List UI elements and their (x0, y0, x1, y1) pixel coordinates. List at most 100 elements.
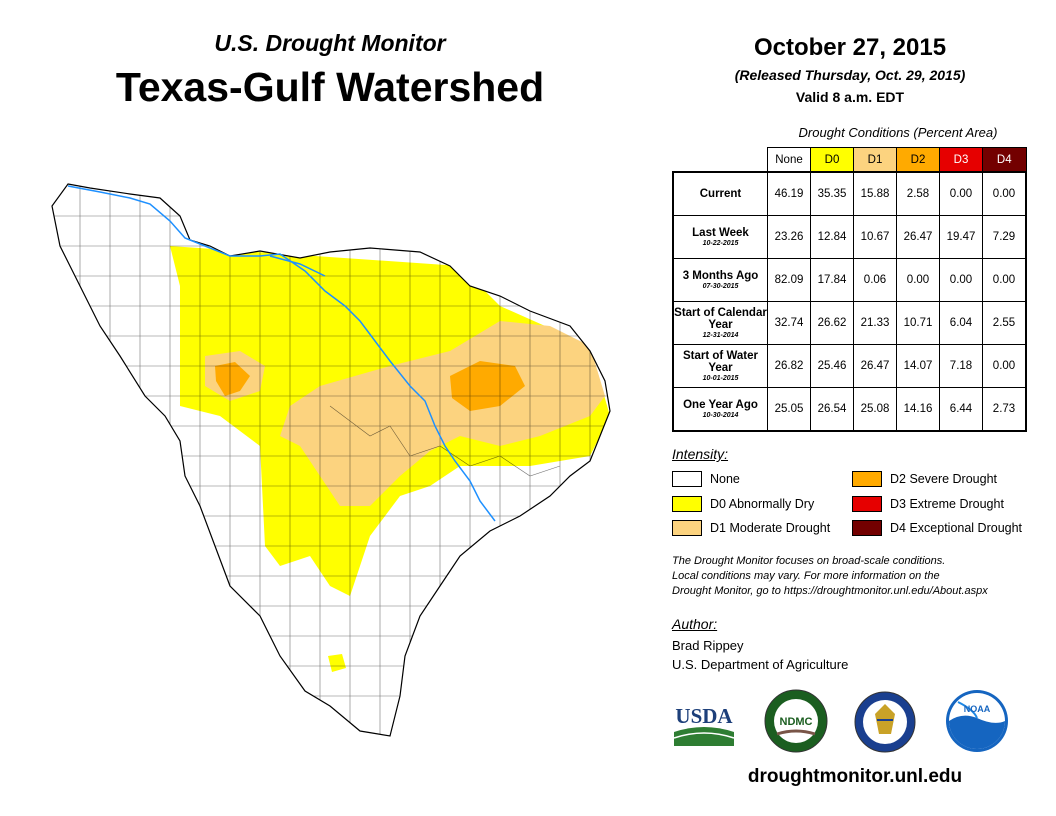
legend-swatch (852, 520, 882, 536)
table-cell: 26.82 (767, 344, 811, 388)
table-cell: 6.44 (939, 387, 983, 432)
legend-swatch (852, 471, 882, 487)
row-date: 12-31-2014 (702, 331, 739, 339)
table-cell: 2.55 (982, 301, 1027, 345)
row-label: Start of Calendar Year 12-31-2014 (672, 301, 768, 345)
legend-label: D2 Severe Drought (890, 472, 998, 486)
table-cell: 17.84 (810, 258, 854, 302)
row-label-text: Current (699, 188, 742, 200)
table-cell: 26.54 (810, 387, 854, 432)
note-line: Local conditions may vary. For more info… (672, 570, 940, 582)
table-cell: 2.58 (896, 171, 940, 216)
table-row: Current 46.19 35.35 15.88 2.58 0.00 0.00 (672, 171, 1027, 216)
legend-label: D1 Moderate Drought (710, 521, 831, 535)
note-line: The Drought Monitor focuses on broad-sca… (672, 555, 946, 567)
table-cell: 0.00 (982, 258, 1027, 302)
table-row: One Year Ago 10-30-2014 25.05 26.54 25.08 14.… (672, 387, 1027, 432)
table-cell: 12.84 (810, 215, 854, 259)
legend-title: Intensity: (672, 446, 729, 462)
legend-item-d1: D1 Moderate Drought (672, 520, 830, 536)
map-title: Texas-Gulf Watershed (115, 64, 545, 110)
usda-logo: USDA (673, 704, 735, 746)
col-header-d0: D0 (810, 147, 854, 173)
row-date: 10-30-2014 (702, 411, 739, 419)
watershed-map (51, 183, 611, 737)
drought-conditions-table: None D0 D1 D2 D3 D4 Current 46.19 35.35 15.… (672, 147, 1027, 432)
table-cell: 23.26 (767, 215, 811, 259)
note-line: Drought Monitor, go to https://droughtmo… (672, 585, 988, 597)
website-link[interactable]: droughtmonitor.unl.edu (747, 766, 963, 787)
legend-item-d2: D2 Severe Drought (852, 471, 997, 487)
table-row: Start of Water Year 10-01-2015 26.82 25.46 2… (672, 344, 1027, 388)
map-date: October 27, 2015 (753, 34, 947, 61)
legend-item-d4: D4 Exceptional Drought (852, 520, 1022, 536)
table-cell: 7.18 (939, 344, 983, 388)
row-label: Start of Water Year 10-01-2015 (672, 344, 768, 388)
watershed-outline (51, 183, 611, 737)
table-row: Start of Calendar Year 12-31-2014 32.74 26.… (672, 301, 1027, 345)
legend-swatch (672, 471, 702, 487)
legend-label: D0 Abnormally Dry (710, 497, 815, 511)
table-cell: 25.05 (767, 387, 811, 432)
author-name: Brad Rippey (672, 638, 744, 653)
table-cell: 7.29 (982, 215, 1027, 259)
table-caption: Drought Conditions (Percent Area) (798, 125, 998, 140)
col-header-d2: D2 (896, 147, 940, 173)
row-label: 3 Months Ago 07-30-2015 (672, 258, 768, 302)
row-date: 07-30-2015 (702, 282, 739, 290)
table-cell: 25.46 (810, 344, 854, 388)
valid-time: Valid 8 a.m. EDT (795, 89, 905, 105)
row-label-text: One Year Ago (683, 398, 758, 411)
ndmc-logo: NDMC (764, 689, 828, 753)
table-cell: 14.16 (896, 387, 940, 432)
col-header-d4: D4 (982, 147, 1027, 173)
table-cell: 26.62 (810, 301, 854, 345)
row-label: One Year Ago 10-30-2014 (672, 387, 768, 432)
table-cell: 46.19 (767, 171, 811, 216)
table-cell: 25.08 (853, 387, 897, 432)
legend-swatch (672, 496, 702, 512)
row-label: Last Week 10-22-2015 (672, 215, 768, 259)
table-cell: 82.09 (767, 258, 811, 302)
table-cell: 10.71 (896, 301, 940, 345)
row-label-text: Last Week (692, 226, 749, 239)
table-row: Last Week 10-22-2015 23.26 12.84 10.67 26.47 1… (672, 215, 1027, 259)
col-header-d3: D3 (939, 147, 983, 173)
table-cell: 0.00 (939, 171, 983, 216)
legend-swatch (672, 520, 702, 536)
map-subtitle: U.S. Drought Monitor (214, 30, 446, 56)
author-org: U.S. Department of Agriculture (672, 657, 849, 672)
table-cell: 15.88 (853, 171, 897, 216)
row-date: 10-01-2015 (702, 374, 739, 382)
table-row: 3 Months Ago 07-30-2015 82.09 17.84 0.06 0.00… (672, 258, 1027, 302)
rivers (67, 185, 496, 522)
table-cell: 2.73 (982, 387, 1027, 432)
release-date: (Released Thursday, Oct. 29, 2015) (734, 67, 966, 83)
row-label: Current (672, 171, 768, 216)
row-label-text: Start of Calendar Year (674, 306, 767, 331)
legend-item-d0: D0 Abnormally Dry (672, 496, 814, 512)
col-header-none: None (767, 147, 811, 173)
legend-item-none: None (672, 471, 740, 487)
table-cell: 19.47 (939, 215, 983, 259)
table-cell: 0.00 (939, 258, 983, 302)
table-cell: 26.47 (896, 215, 940, 259)
ndmc-logo-text: NDMC (780, 716, 813, 728)
row-label-text: Start of Water Year (683, 349, 758, 374)
author-title: Author: (672, 616, 718, 632)
noaa-logo: NOAA (946, 690, 1008, 752)
table-cell: 14.07 (896, 344, 940, 388)
noaa-logo-text: NOAA (964, 704, 991, 714)
legend-item-d3: D3 Extreme Drought (852, 496, 1004, 512)
usda-logo-text: USDA (675, 704, 733, 728)
note-text: The Drought Monitor focuses on broad-sca… (672, 554, 1042, 599)
map-fill (52, 184, 610, 736)
legend-swatch (852, 496, 882, 512)
legend-label: D4 Exceptional Drought (890, 521, 1023, 535)
row-label-text: 3 Months Ago (682, 269, 759, 282)
table-cell: 0.06 (853, 258, 897, 302)
col-header-d1: D1 (853, 147, 897, 173)
table-cell: 35.35 (810, 171, 854, 216)
table-cell: 32.74 (767, 301, 811, 345)
table-cell: 26.47 (853, 344, 897, 388)
